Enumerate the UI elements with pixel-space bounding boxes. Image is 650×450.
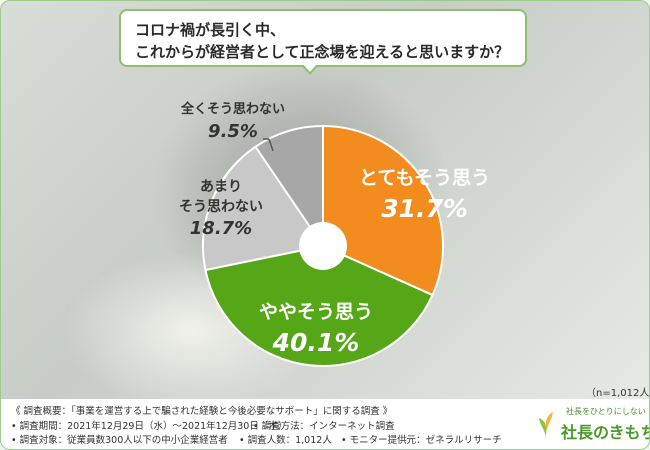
leaf-icon bbox=[539, 412, 553, 440]
label-mattaku-value: 9.5% bbox=[208, 121, 258, 142]
donut-hole bbox=[299, 222, 347, 270]
survey-footer: 《 調査概要：「事業を運営する上で騙された経験と今後必要なサポート」に関する調査… bbox=[1, 399, 649, 449]
survey-period: • 調査期間：2021年12月29日（水）～2021年12月30日（木） bbox=[11, 421, 288, 432]
logo-tagline: 社長をひとりにしない bbox=[566, 407, 646, 416]
survey-method: • 調査方法：インターネット調査 bbox=[253, 421, 395, 432]
label-amari-name-2: そう思わない bbox=[179, 199, 263, 215]
slice-yaya bbox=[204, 244, 434, 367]
sample-size-note: （n=1,012人） bbox=[586, 388, 650, 399]
label-mattaku: 全くそう思わない 9.5% bbox=[181, 98, 285, 142]
slice-amari bbox=[202, 145, 325, 272]
label-totemo-name: とてもそう思う bbox=[359, 167, 491, 189]
label-amari-value: 18.7% bbox=[189, 218, 253, 239]
bubble-tail-inner bbox=[303, 64, 317, 72]
survey-provider: • モニター提供元：ゼネラルリサーチ bbox=[341, 435, 502, 446]
slice-mattaku bbox=[254, 124, 324, 250]
question-line-1: コロナ禍が長引く中、 bbox=[135, 21, 286, 39]
survey-target: • 調査対象：従業員数300人以下の中小企業経営者 bbox=[11, 435, 228, 446]
label-yaya-name: ややそう思う bbox=[259, 301, 374, 323]
question-bubble: コロナ禍が長引く中、 これからが経営者として正念場を迎えると思いますか？ bbox=[119, 9, 527, 67]
label-totemo-value: 31.7% bbox=[381, 194, 468, 223]
survey-count: • 調査人数：1,012人 bbox=[239, 435, 332, 446]
label-mattaku-name: 全くそう思わない bbox=[181, 102, 286, 117]
label-amari: あまり そう思わない 18.7% bbox=[179, 176, 263, 239]
label-yaya-value: 40.1% bbox=[272, 328, 360, 357]
label-amari-name-1: あまり bbox=[200, 179, 242, 195]
logo-name: 社長のきもち bbox=[561, 423, 650, 442]
leader-line-zenku-down bbox=[268, 138, 274, 152]
question-line-2: これからが経営者として正念場を迎えると思いますか？ bbox=[135, 43, 510, 61]
label-yaya: ややそう思う 40.1% bbox=[259, 297, 373, 357]
slice-totemo bbox=[322, 124, 444, 297]
label-totemo: とてもそう思う 31.7% bbox=[359, 163, 490, 223]
survey-title: 《 調査概要：「事業を運営する上で騙された経験と今後必要なサポート」に関する調査… bbox=[11, 406, 393, 417]
